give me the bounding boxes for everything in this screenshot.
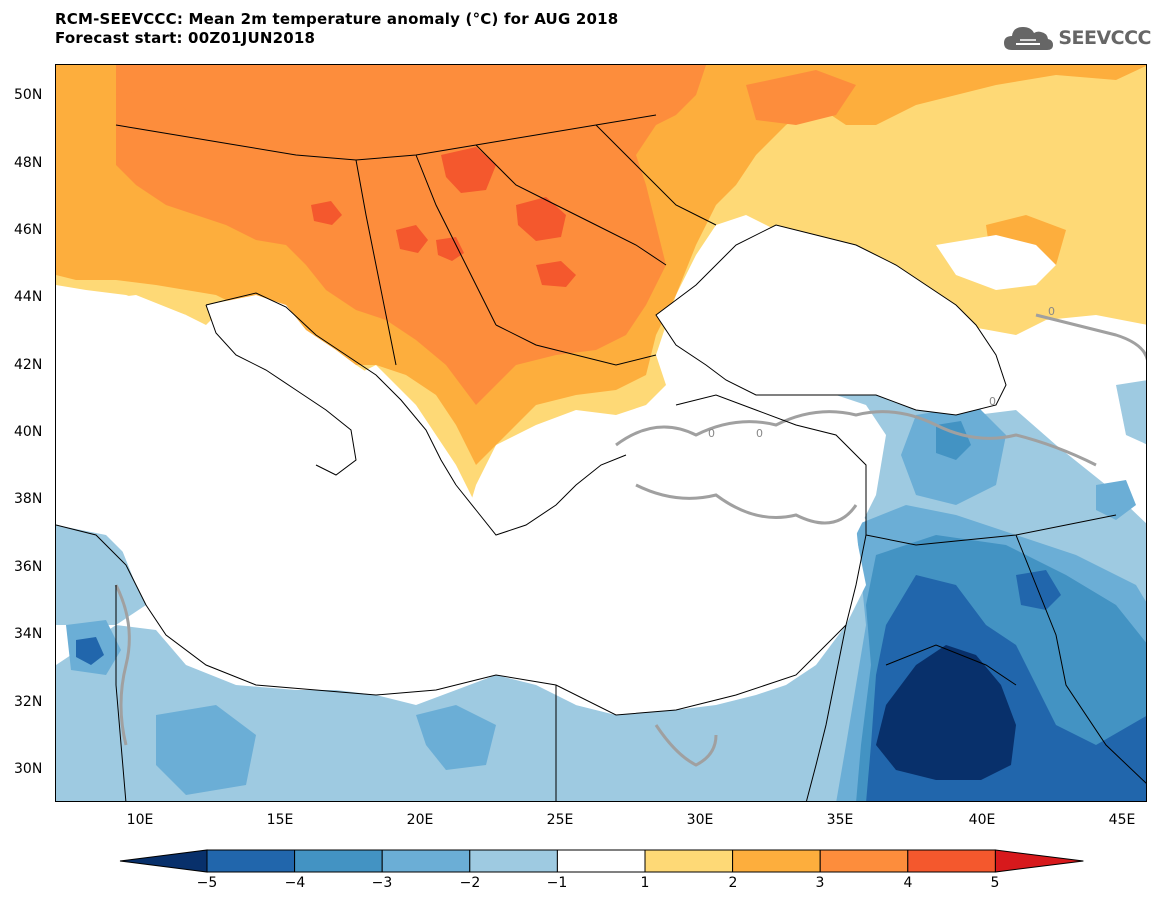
coastline-adriatic	[205, 292, 457, 486]
tyrrhenian-sea	[56, 295, 206, 445]
colorbar-label-p3: 3	[815, 875, 825, 891]
lon-label-35e: 35E	[826, 812, 854, 828]
border-central-europe	[115, 114, 657, 161]
lat-label-40n: 40N	[14, 424, 43, 440]
lon-label-20e: 20E	[406, 812, 434, 828]
hot-spot-2	[516, 197, 566, 241]
border-jordan	[885, 644, 1017, 686]
lon-label-45e: 45E	[1108, 812, 1136, 828]
lon-label-25e: 25E	[546, 812, 574, 828]
colorbar-segment	[819, 849, 909, 873]
border-ukraine	[595, 124, 717, 226]
lat-label-50n: 50N	[14, 87, 43, 103]
eastern-white	[936, 235, 1056, 290]
hot-spot-6	[536, 261, 576, 287]
colorbar-segment	[907, 849, 996, 873]
map-panel: 0 0 0 0	[55, 64, 1147, 802]
colorbar-label-m4: −4	[284, 875, 306, 891]
colorbar-segment	[206, 849, 296, 873]
lon-label-30e: 30E	[686, 812, 714, 828]
coastlines-and-borders	[56, 114, 1146, 801]
colorbar-arrow-low	[119, 849, 208, 873]
lat-label-46n: 46N	[14, 222, 43, 238]
coastline-italy	[205, 304, 357, 476]
colorbar-segments	[119, 849, 1084, 873]
logo-text: SEEVCCC	[1058, 27, 1151, 49]
cold-field-3b	[936, 421, 971, 460]
border-turkey-syria	[865, 514, 1117, 546]
colorbar-label-m2: −2	[459, 875, 481, 891]
cold-field-2f	[1096, 480, 1136, 520]
adriatic-italy	[206, 295, 406, 435]
lat-label-34n: 34N	[14, 626, 43, 642]
zero-contour-north-africa	[114, 584, 131, 746]
colorbar-label-p5: 5	[990, 875, 1000, 891]
cold-field-1g	[1116, 380, 1146, 445]
mediterranean-sea	[56, 305, 886, 715]
colorbar-label-p1: 1	[640, 875, 650, 891]
cold-field-4c	[76, 637, 104, 665]
colorbar-label-m3: −3	[371, 875, 393, 891]
zero-contour-libya	[654, 724, 718, 767]
colorbar-segment	[381, 849, 471, 873]
colorbar	[119, 849, 1084, 873]
colorbar-segment	[732, 849, 821, 873]
coastline-black-sea	[655, 224, 1007, 416]
colorbar-segment	[294, 849, 383, 873]
cloud-icon	[1004, 27, 1054, 50]
sea-areas	[56, 225, 1056, 715]
colorbar-segment	[556, 849, 646, 873]
lat-label-38n: 38N	[14, 491, 43, 507]
anomaly-map: 0 0 0 0	[56, 65, 1146, 801]
contour-label-1: 0	[708, 427, 715, 440]
border-hungary	[415, 154, 497, 326]
hot-spot-3	[396, 225, 428, 253]
colorbar-label-p2: 2	[728, 875, 738, 891]
colorbar-segment	[469, 849, 558, 873]
cold-field-2d	[416, 705, 496, 770]
zero-contour-anatolia	[615, 410, 1097, 467]
lon-label-15e: 15E	[266, 812, 294, 828]
coastline-greece	[455, 454, 627, 536]
lat-label-42n: 42N	[14, 357, 43, 373]
colorbar-arrow-high	[994, 849, 1084, 873]
contour-label-4: 0	[989, 395, 996, 408]
colorbar-segment	[644, 849, 734, 873]
border-balkans	[355, 159, 397, 366]
hot-spot-5	[436, 237, 464, 261]
forecast-start: Forecast start: 00Z01JUN2018	[55, 29, 316, 47]
border-algeria-tunisia	[115, 585, 127, 801]
contour-label-2: 0	[756, 427, 763, 440]
hot-spot-4	[311, 201, 342, 225]
cold-field-2c	[156, 705, 256, 795]
zero-contours	[114, 313, 1146, 767]
border-romania	[475, 144, 667, 266]
lon-label-40e: 40E	[968, 812, 996, 828]
warm-field-3b	[746, 70, 856, 125]
hot-spot-1	[441, 147, 496, 193]
contour-labels: 0 0 0 0	[708, 305, 1055, 440]
lon-label-10e: 10E	[126, 812, 154, 828]
zero-contour-caucasus	[1035, 313, 1146, 361]
coastline-north-africa	[56, 524, 847, 716]
map-title: RCM-SEEVCCC: Mean 2m temperature anomaly…	[55, 10, 619, 28]
seevccc-logo: SEEVCCC	[1002, 22, 1151, 54]
lat-label-32n: 32N	[14, 694, 43, 710]
colorbar-label-m1: −1	[546, 875, 568, 891]
lat-label-36n: 36N	[14, 559, 43, 575]
black-sea	[656, 225, 1006, 415]
coastline-anatolia-south	[675, 394, 867, 626]
border-bulgaria	[495, 324, 657, 366]
lat-label-44n: 44N	[14, 289, 43, 305]
colorbar-label-m5: −5	[196, 875, 218, 891]
coastline-levant	[806, 624, 847, 801]
zero-contour-anatolia-s	[635, 483, 858, 525]
lat-label-48n: 48N	[14, 155, 43, 171]
hot-spot-nw	[116, 87, 186, 130]
lat-label-30n: 30N	[14, 761, 43, 777]
border-iraq	[1015, 534, 1146, 784]
cold-field-5	[876, 645, 1016, 780]
colorbar-label-p4: 4	[903, 875, 913, 891]
contour-label-3: 0	[1048, 305, 1055, 318]
